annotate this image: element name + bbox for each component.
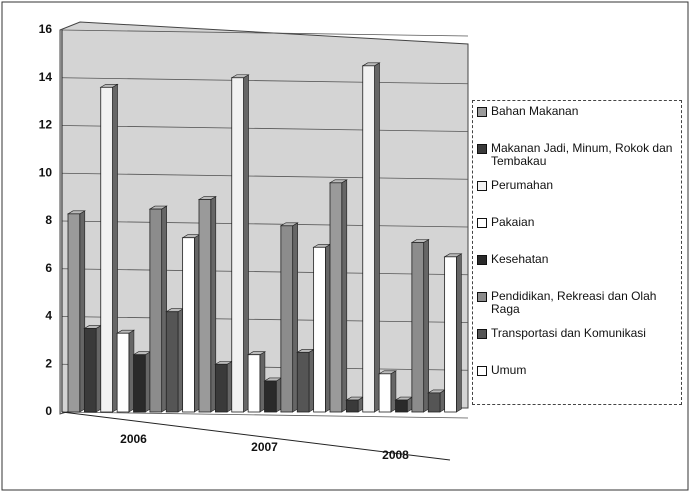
bar [378, 373, 392, 413]
bar [149, 208, 163, 413]
legend-swatch [477, 292, 487, 302]
bar [395, 399, 408, 413]
bar [362, 65, 375, 413]
bar [100, 86, 113, 413]
x-tick-label: 2008 [382, 448, 409, 462]
legend-label: Transportasi dan Komunikasi [491, 326, 646, 340]
legend-swatch [477, 218, 487, 228]
grid-line [61, 411, 469, 419]
y-tick-label: 0 [45, 404, 52, 418]
legend-swatch [477, 107, 487, 117]
grid-line [61, 125, 469, 132]
y-tick-label: 8 [45, 213, 52, 227]
legend-item: Kesehatan [477, 253, 677, 290]
y-tick-label: 4 [45, 309, 52, 323]
y-tick-label: 2 [45, 356, 52, 370]
grid-line [61, 172, 469, 180]
y-tick-label: 12 [39, 118, 53, 132]
bar [411, 242, 425, 413]
bar-side [423, 238, 429, 413]
bar-side [341, 179, 348, 413]
bar [264, 380, 277, 413]
grid-line [61, 316, 469, 323]
legend-item: Perumahan [477, 179, 677, 216]
legend-label: Pendidikan, Rekreasi dan Olah Raga [491, 289, 657, 316]
x-tick-label: 2007 [251, 440, 278, 454]
bar-side [374, 62, 380, 413]
bar [444, 256, 457, 413]
y-tick-label: 14 [39, 70, 53, 84]
legend-swatch [477, 366, 487, 376]
bar [198, 199, 212, 413]
grid-line [61, 268, 469, 276]
bar [313, 246, 326, 413]
bar-side [456, 253, 462, 413]
legend-swatch [477, 181, 487, 191]
legend-label: Kesehatan [491, 252, 549, 266]
legend-label: Bahan Makanan [491, 104, 579, 118]
bar [427, 392, 441, 413]
grid-line [61, 220, 469, 228]
bar [280, 225, 294, 413]
grid-line [61, 29, 469, 37]
legend-item: Pendidikan, Rekreasi dan Olah Raga [477, 290, 677, 327]
legend-swatch [477, 255, 487, 265]
grid-line [61, 77, 469, 85]
y-tick-label: 6 [45, 261, 52, 275]
bar [345, 399, 359, 413]
bar [83, 328, 97, 413]
legend-swatch [477, 144, 487, 154]
bar [231, 77, 244, 413]
bar [67, 213, 81, 413]
bar [329, 182, 343, 413]
legend-label: Umum [491, 363, 527, 377]
x-axis [61, 411, 451, 461]
y-tick-label: 10 [39, 165, 53, 179]
bar [214, 363, 228, 413]
chart-frame [1, 1, 689, 491]
legend-item: Bahan Makanan [477, 105, 677, 142]
legend-item: Pakaian [477, 216, 677, 253]
legend-item: Makanan Jadi, Minum, Rokok dan Tembakau [477, 142, 677, 179]
y-tick-label: 16 [39, 22, 53, 36]
bar [116, 332, 130, 413]
legend-label: Pakaian [491, 215, 535, 229]
legend: Bahan Makanan Makanan Jadi, Minum, Rokok … [472, 100, 682, 405]
legend-label: Makanan Jadi, Minum, Rokok dan Tembakau [491, 141, 673, 168]
legend-swatch [477, 329, 487, 339]
legend-item: Transportasi dan Komunikasi [477, 327, 677, 364]
bar [247, 354, 261, 413]
bar [165, 311, 179, 413]
bar [296, 351, 310, 413]
legend-label: Perumahan [491, 178, 554, 192]
x-tick-label: 2006 [120, 432, 147, 446]
bar [182, 237, 195, 413]
legend-item: Umum [477, 364, 677, 401]
bar [133, 354, 146, 413]
